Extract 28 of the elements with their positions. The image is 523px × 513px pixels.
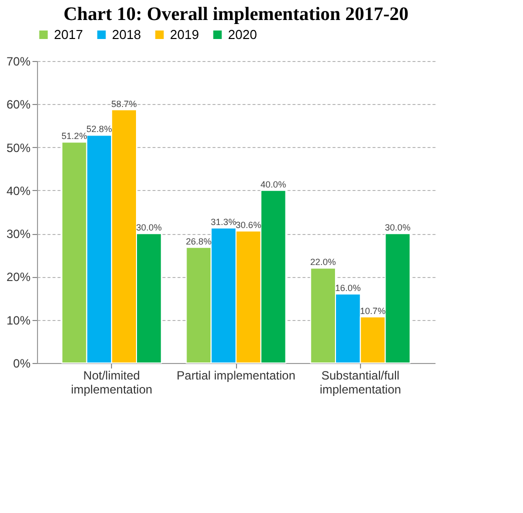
data-label: 31.3% (210, 216, 236, 227)
chart-title: Chart 10: Overall implementation 2017-20 (63, 4, 409, 25)
data-label: 30.0% (136, 222, 162, 233)
legend-label: 2020 (228, 26, 257, 42)
data-label: 30.6% (236, 220, 262, 230)
data-label: 16.0% (335, 282, 361, 293)
y-tick-label: 60% (6, 98, 31, 112)
data-label: 26.8% (186, 236, 212, 246)
y-tick-label: 0% (13, 356, 31, 370)
data-label: 30.0% (384, 222, 410, 233)
data-label: 51.2% (62, 131, 88, 142)
data-label: 40.0% (260, 179, 286, 190)
x-tick-label: Partial implementation (176, 368, 296, 382)
legend-label: 2017 (54, 26, 83, 42)
data-label: 52.8% (86, 124, 112, 134)
y-tick-label: 30% (6, 227, 31, 242)
legend-label: 2018 (112, 26, 141, 42)
x-tick-label: Substantial/full implementation (320, 368, 402, 396)
y-tick-label: 10% (6, 313, 31, 328)
data-label: 58.7% (111, 98, 137, 109)
y-tick-label: 20% (6, 270, 31, 284)
x-tick-label: Not/limited implementation (70, 368, 152, 396)
data-label: 22.0% (310, 257, 336, 268)
y-tick-label: 70% (6, 54, 31, 68)
data-label: 10.7% (360, 306, 386, 316)
y-tick-label: 40% (6, 184, 31, 198)
y-tick-label: 50% (6, 140, 31, 155)
legend-label: 2019 (170, 26, 199, 42)
